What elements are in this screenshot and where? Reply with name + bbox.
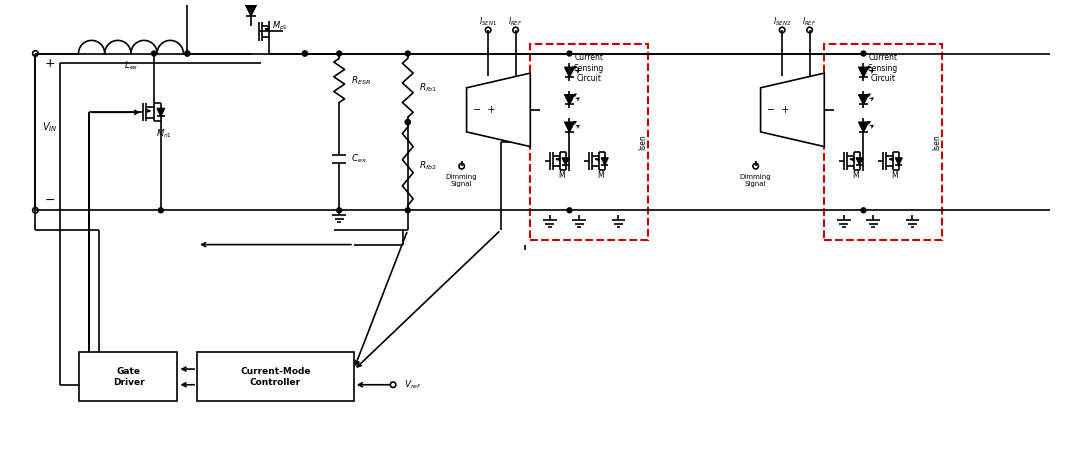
Polygon shape (246, 5, 257, 16)
Text: $I_{SEN1}$: $I_{SEN1}$ (479, 16, 497, 28)
Polygon shape (565, 67, 574, 77)
Text: −  +: − + (767, 105, 790, 115)
Polygon shape (761, 73, 825, 147)
Text: $I_{SEN2}$: $I_{SEN2}$ (774, 16, 791, 28)
Polygon shape (858, 122, 868, 132)
Circle shape (302, 51, 307, 56)
Text: +: + (45, 57, 55, 70)
Circle shape (151, 51, 157, 56)
Bar (79, 352, 177, 401)
Text: −: − (45, 194, 55, 207)
Circle shape (567, 208, 572, 213)
Polygon shape (157, 108, 164, 116)
Text: $V_{IN}$: $V_{IN}$ (42, 120, 58, 134)
Text: Dimming
Signal: Dimming Signal (740, 175, 771, 187)
Text: −  +: − + (473, 105, 495, 115)
Polygon shape (467, 73, 530, 147)
Text: M: M (891, 171, 899, 180)
Polygon shape (565, 94, 574, 104)
Text: M: M (558, 171, 565, 180)
Text: $I_{REF}$: $I_{REF}$ (508, 16, 523, 28)
Text: $L_{ex}$: $L_{ex}$ (124, 60, 138, 72)
Text: $R_{ESR}$: $R_{ESR}$ (350, 75, 371, 87)
Circle shape (567, 51, 572, 56)
Text: Gate
Driver: Gate Driver (113, 367, 145, 387)
Text: Current
Sensing
Circuit: Current Sensing Circuit (868, 53, 899, 83)
Polygon shape (858, 94, 868, 104)
Circle shape (406, 120, 410, 125)
Circle shape (185, 51, 189, 56)
Text: $M_{p1}$: $M_{p1}$ (272, 19, 288, 32)
Circle shape (302, 51, 307, 56)
Bar (825, 44, 942, 240)
Circle shape (406, 51, 410, 56)
Text: $V_{ref}$: $V_{ref}$ (404, 378, 421, 391)
Circle shape (406, 208, 410, 213)
Polygon shape (602, 158, 608, 165)
Circle shape (861, 208, 866, 213)
Circle shape (159, 208, 163, 213)
Polygon shape (856, 158, 863, 165)
Text: $C_{ex}$: $C_{ex}$ (350, 153, 367, 165)
Bar (197, 352, 354, 401)
Circle shape (336, 51, 342, 56)
Circle shape (336, 208, 342, 213)
Text: Isen: Isen (932, 134, 941, 149)
Bar (530, 44, 647, 240)
Text: $I_{REF}$: $I_{REF}$ (802, 16, 817, 28)
Text: Dimming
Signal: Dimming Signal (446, 175, 478, 187)
Circle shape (406, 120, 410, 125)
Polygon shape (858, 67, 868, 77)
Circle shape (185, 51, 189, 56)
Text: $M_{n1}$: $M_{n1}$ (156, 128, 172, 140)
Text: $R_{fb2}$: $R_{fb2}$ (419, 160, 437, 172)
Text: Current-Mode
Controller: Current-Mode Controller (240, 367, 311, 387)
Text: $R_{fb1}$: $R_{fb1}$ (419, 81, 437, 94)
Text: M: M (597, 171, 604, 180)
Polygon shape (565, 122, 574, 132)
Text: M: M (852, 171, 858, 180)
Circle shape (861, 51, 866, 56)
Text: Isen: Isen (639, 134, 647, 149)
Text: Current
Sensing
Circuit: Current Sensing Circuit (574, 53, 604, 83)
Polygon shape (562, 158, 569, 165)
Polygon shape (895, 158, 902, 165)
